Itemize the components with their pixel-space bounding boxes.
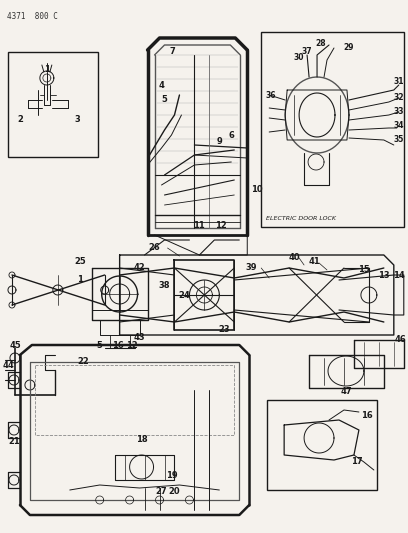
Text: 39: 39 [246,263,257,272]
Text: 24: 24 [179,290,190,300]
Text: 4371  800 C: 4371 800 C [7,12,58,21]
Text: 3: 3 [75,116,81,125]
Text: 19: 19 [166,471,177,480]
Text: 37: 37 [302,47,313,56]
Text: 1: 1 [44,66,50,75]
Text: 20: 20 [169,488,180,497]
Text: 28: 28 [316,39,326,49]
Text: 38: 38 [159,280,170,289]
Text: 16: 16 [112,342,124,351]
Text: 13: 13 [378,271,390,279]
Text: 44: 44 [2,360,14,369]
Text: 16: 16 [361,410,373,419]
Bar [267,400,377,490]
Text: 46: 46 [395,335,407,344]
Text: 5: 5 [162,95,167,104]
Text: 34: 34 [394,120,404,130]
Text: 22: 22 [77,358,89,367]
Text: 40: 40 [288,254,300,262]
Text: 47: 47 [340,387,352,397]
Text: 1: 1 [77,276,83,285]
Text: 26: 26 [149,244,160,253]
Text: 10: 10 [251,185,263,195]
Text: 12: 12 [215,221,227,230]
Text: ELECTRIC DOOR LOCK: ELECTRIC DOOR LOCK [266,216,336,221]
Text: 11: 11 [193,221,205,230]
Text: 7: 7 [170,47,175,56]
Text: 23: 23 [219,326,230,335]
Text: 35: 35 [394,135,404,144]
Text: 2: 2 [17,116,23,125]
Text: 14: 14 [393,271,405,279]
Text: 6: 6 [228,131,234,140]
Text: 31: 31 [394,77,404,86]
Text: 21: 21 [8,438,20,447]
Text: 33: 33 [394,108,404,117]
Text: 25: 25 [74,257,86,266]
Text: 36: 36 [266,91,277,100]
Text: 27: 27 [156,488,167,497]
Text: 9: 9 [217,138,222,147]
Text: 29: 29 [344,44,354,52]
Text: 32: 32 [394,93,404,102]
Text: 12: 12 [126,342,137,351]
Text: 43: 43 [134,334,145,343]
Bar [8,52,98,157]
Text: 18: 18 [136,435,147,445]
Text: 17: 17 [351,457,363,466]
Text: 45: 45 [9,341,21,350]
Text: 5: 5 [97,342,103,351]
Text: 4: 4 [159,80,164,90]
Bar [261,32,404,227]
Text: 41: 41 [308,257,320,266]
Text: 42: 42 [134,263,146,272]
Text: 15: 15 [358,265,370,274]
Text: 30: 30 [294,53,304,62]
